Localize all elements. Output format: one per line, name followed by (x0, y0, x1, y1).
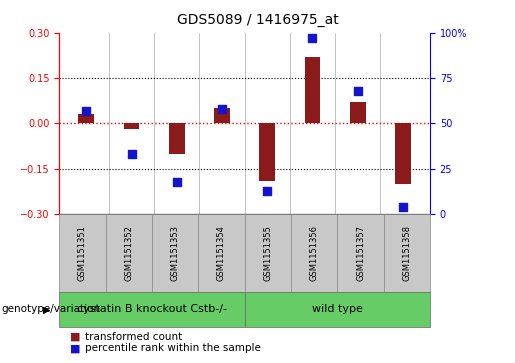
Text: ■: ■ (70, 343, 80, 354)
Point (263, 188, 271, 193)
Point (399, 204, 407, 210)
Bar (124, 123, 140, 130)
Point (308, 35, 317, 41)
Point (127, 151, 135, 157)
Point (218, 106, 226, 112)
Bar (214, 108, 230, 123)
Bar (350, 102, 366, 123)
Text: GSM1151356: GSM1151356 (310, 225, 319, 281)
Point (82, 108, 91, 114)
Text: GSM1151354: GSM1151354 (217, 225, 226, 281)
Text: GSM1151353: GSM1151353 (170, 225, 180, 281)
Text: transformed count: transformed count (85, 332, 182, 342)
Text: genotype/variation: genotype/variation (1, 305, 100, 314)
Text: GSM1151357: GSM1151357 (356, 225, 365, 281)
Point (173, 179, 181, 184)
Text: cystatin B knockout Cstb-/-: cystatin B knockout Cstb-/- (77, 305, 227, 314)
Text: ■: ■ (70, 332, 80, 342)
Text: wild type: wild type (312, 305, 363, 314)
Point (354, 88, 362, 94)
Text: GSM1151352: GSM1151352 (124, 225, 133, 281)
Text: GDS5089 / 1416975_at: GDS5089 / 1416975_at (177, 13, 338, 27)
Text: GSM1151355: GSM1151355 (263, 225, 272, 281)
Bar (260, 123, 275, 181)
Text: percentile rank within the sample: percentile rank within the sample (85, 343, 261, 354)
Text: GSM1151358: GSM1151358 (402, 225, 411, 281)
Bar (304, 57, 320, 123)
Text: GSM1151351: GSM1151351 (78, 225, 87, 281)
Bar (395, 123, 411, 184)
Bar (169, 123, 185, 154)
Text: ▶: ▶ (43, 305, 50, 314)
Bar (78, 114, 94, 123)
